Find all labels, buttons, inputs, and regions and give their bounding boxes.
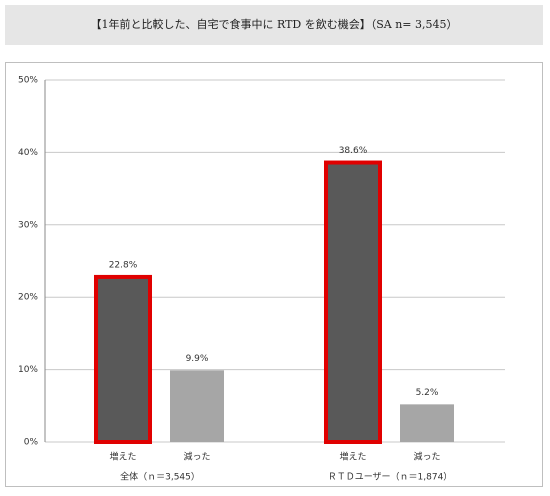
bar-label: 減った xyxy=(183,451,210,463)
y-tick-label: 30% xyxy=(18,220,38,230)
y-tick-label: 20% xyxy=(18,293,38,303)
bar xyxy=(94,274,152,445)
data-label: 38.6% xyxy=(339,146,368,156)
title-box xyxy=(5,5,543,45)
bar xyxy=(324,160,382,444)
y-tick-label: 40% xyxy=(18,148,38,158)
bar xyxy=(170,370,224,442)
bar-label: 減った xyxy=(413,451,440,463)
data-label: 5.2% xyxy=(416,388,439,398)
y-tick-label: 0% xyxy=(24,438,39,448)
bar-label: 増えた xyxy=(109,451,136,463)
x-category-label: 全体（ｎ＝3,545） xyxy=(120,471,200,483)
chart-frame xyxy=(5,62,543,487)
y-tick-label: 50% xyxy=(18,76,38,86)
data-label: 22.8% xyxy=(109,260,138,270)
bar-label: 増えた xyxy=(339,451,366,463)
bar xyxy=(400,404,454,442)
y-tick-label: 10% xyxy=(18,365,38,375)
chart-title: 【1年前と比較した、自宅で食事中に RTD を飲む機会】（SA n= 3,545… xyxy=(91,17,458,31)
x-category-label: ＲＴＤユーザー（ｎ＝1,874） xyxy=(328,472,453,483)
data-label: 9.9% xyxy=(186,354,209,364)
